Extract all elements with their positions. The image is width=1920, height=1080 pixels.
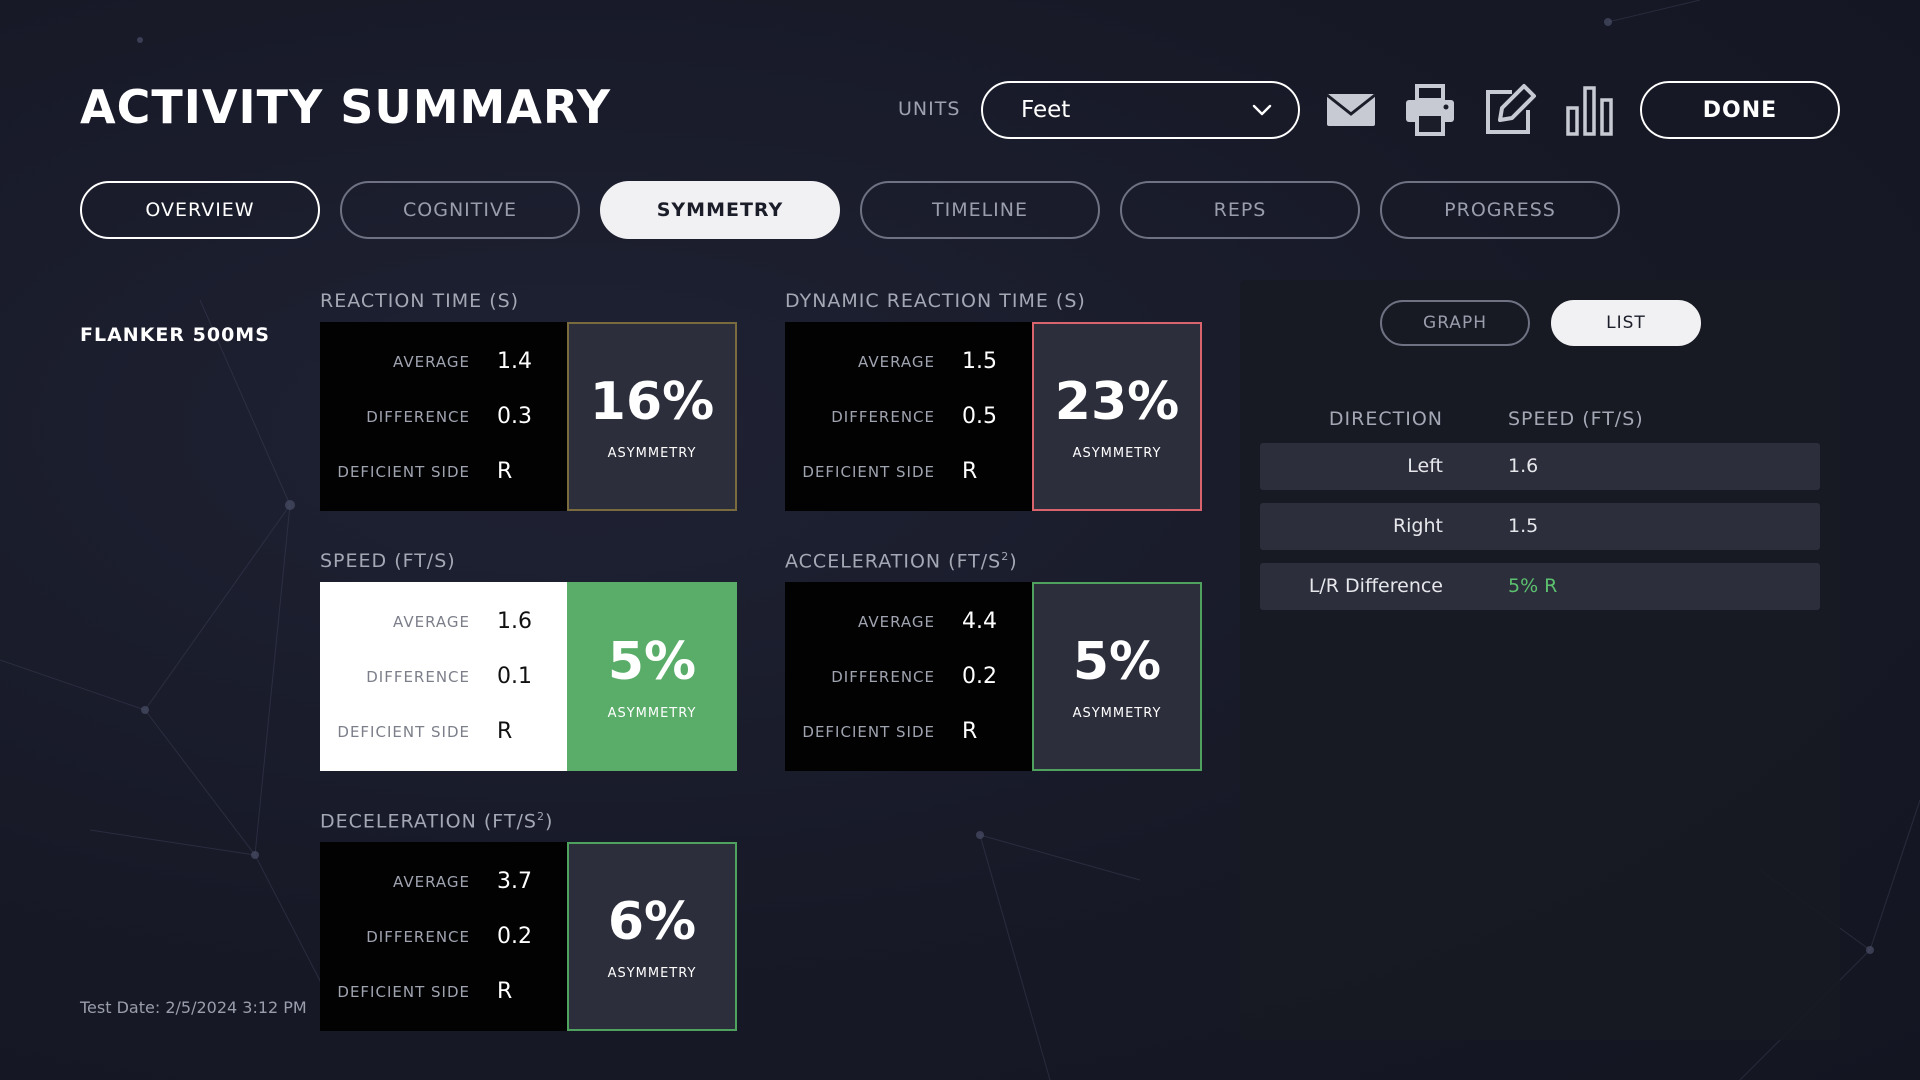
page-title: ACTIVITY SUMMARY bbox=[80, 80, 612, 134]
edit-icon bbox=[1486, 84, 1536, 134]
average-value: 1.6 bbox=[497, 609, 532, 634]
graph-toggle-button[interactable]: GRAPH bbox=[1380, 300, 1530, 346]
tab-reps[interactable]: REPS bbox=[1120, 181, 1360, 239]
printer-icon bbox=[1406, 84, 1454, 136]
average-label: AVERAGE bbox=[393, 352, 470, 371]
tab-overview[interactable]: OVERVIEW bbox=[80, 181, 320, 239]
difference-value: 0.5 bbox=[962, 404, 997, 429]
bar-chart-icon bbox=[1566, 86, 1613, 136]
average-value: 1.4 bbox=[497, 349, 532, 374]
edit-button[interactable] bbox=[1482, 82, 1538, 138]
metric-card-reaction-time: REACTION TIME (S) AVERAGE 1.4 DIFFERENCE 0… bbox=[320, 290, 737, 511]
deficient-side-label: DEFICIENT SIDE bbox=[802, 462, 935, 481]
difference-label: DIFFERENCE bbox=[831, 407, 935, 426]
asymmetry-value: 5% bbox=[1072, 632, 1162, 692]
deficient-side-label: DEFICIENT SIDE bbox=[337, 982, 470, 1001]
difference-value: 0.1 bbox=[497, 664, 532, 689]
test-name: FLANKER 500MS bbox=[80, 324, 270, 346]
average-value: 4.4 bbox=[962, 609, 997, 634]
row-direction: Right bbox=[1392, 515, 1443, 537]
envelope-icon bbox=[1326, 93, 1376, 126]
metric-title: REACTION TIME (S) bbox=[320, 290, 520, 312]
average-label: AVERAGE bbox=[858, 612, 935, 631]
list-row: Right 1.5 bbox=[1260, 503, 1820, 550]
asymmetry-label: ASYMMETRY bbox=[607, 966, 697, 981]
difference-label: DIFFERENCE bbox=[366, 667, 470, 686]
detail-panel: GRAPH LIST DIRECTION SPEED (FT/S) Left 1… bbox=[1240, 280, 1840, 1040]
metric-card-dynamic-reaction-time: DYNAMIC REACTION TIME (S) AVERAGE 1.5 DIF… bbox=[785, 290, 1202, 511]
deficient-side-value: R bbox=[497, 719, 513, 744]
metric-title: ACCELERATION (FT/S2) bbox=[785, 550, 1018, 573]
asymmetry-label: ASYMMETRY bbox=[1072, 446, 1162, 461]
asymmetry-box: 23% ASYMMETRY bbox=[1032, 322, 1202, 511]
asymmetry-label: ASYMMETRY bbox=[607, 446, 697, 461]
list-toggle-button[interactable]: LIST bbox=[1551, 300, 1701, 346]
metric-card-acceleration: ACCELERATION (FT/S2) AVERAGE 4.4 DIFFEREN… bbox=[785, 550, 1202, 771]
row-speed: 5% R bbox=[1508, 575, 1558, 597]
asymmetry-box: 5% ASYMMETRY bbox=[567, 582, 737, 771]
chevron-down-icon bbox=[1252, 104, 1272, 116]
units-selected-value: Feet bbox=[1021, 97, 1071, 123]
asymmetry-value: 6% bbox=[607, 892, 697, 952]
tab-symmetry[interactable]: SYMMETRY bbox=[600, 181, 840, 239]
metric-title: SPEED (FT/S) bbox=[320, 550, 456, 572]
units-dropdown[interactable]: Feet bbox=[981, 81, 1300, 139]
list-row: Left 1.6 bbox=[1260, 443, 1820, 490]
deficient-side-value: R bbox=[497, 979, 513, 1004]
metric-title: DYNAMIC REACTION TIME (S) bbox=[785, 290, 1086, 312]
difference-label: DIFFERENCE bbox=[831, 667, 935, 686]
email-button[interactable] bbox=[1323, 82, 1379, 138]
asymmetry-label: ASYMMETRY bbox=[1072, 706, 1162, 721]
stats-button[interactable] bbox=[1562, 82, 1618, 138]
difference-label: DIFFERENCE bbox=[366, 407, 470, 426]
asymmetry-value: 23% bbox=[1054, 372, 1180, 432]
deficient-side-label: DEFICIENT SIDE bbox=[337, 462, 470, 481]
asymmetry-box: 5% ASYMMETRY bbox=[1032, 582, 1202, 771]
units-label: UNITS bbox=[898, 98, 961, 120]
direction-column-header: DIRECTION bbox=[1328, 408, 1443, 430]
row-speed: 1.6 bbox=[1508, 455, 1539, 477]
tab-cognitive[interactable]: COGNITIVE bbox=[340, 181, 580, 239]
asymmetry-label: ASYMMETRY bbox=[607, 706, 697, 721]
asymmetry-box: 16% ASYMMETRY bbox=[567, 322, 737, 511]
average-label: AVERAGE bbox=[393, 612, 470, 631]
difference-value: 0.3 bbox=[497, 404, 532, 429]
deficient-side-label: DEFICIENT SIDE bbox=[337, 722, 470, 741]
difference-value: 0.2 bbox=[497, 924, 532, 949]
difference-value: 0.2 bbox=[962, 664, 997, 689]
row-direction: L/R Difference bbox=[1308, 575, 1443, 597]
speed-column-header: SPEED (FT/S) bbox=[1508, 408, 1644, 430]
metric-card-speed[interactable]: SPEED (FT/S) AVERAGE 1.6 DIFFERENCE 0.1 DE… bbox=[320, 550, 737, 771]
list-header: DIRECTION SPEED (FT/S) bbox=[1260, 408, 1820, 438]
asymmetry-box: 6% ASYMMETRY bbox=[567, 842, 737, 1031]
average-label: AVERAGE bbox=[393, 872, 470, 891]
deficient-side-value: R bbox=[962, 459, 978, 484]
tab-timeline[interactable]: TIMELINE bbox=[860, 181, 1100, 239]
average-value: 3.7 bbox=[497, 869, 532, 894]
deficient-side-label: DEFICIENT SIDE bbox=[802, 722, 935, 741]
deficient-side-value: R bbox=[497, 459, 513, 484]
list-row: L/R Difference 5% R bbox=[1260, 563, 1820, 610]
tab-progress[interactable]: PROGRESS bbox=[1380, 181, 1620, 239]
average-label: AVERAGE bbox=[858, 352, 935, 371]
deficient-side-value: R bbox=[962, 719, 978, 744]
metric-card-deceleration: DECELERATION (FT/S2) AVERAGE 3.7 DIFFEREN… bbox=[320, 810, 737, 1031]
row-direction: Left bbox=[1407, 455, 1443, 477]
asymmetry-value: 16% bbox=[589, 372, 715, 432]
row-speed: 1.5 bbox=[1508, 515, 1539, 537]
average-value: 1.5 bbox=[962, 349, 997, 374]
difference-label: DIFFERENCE bbox=[366, 927, 470, 946]
done-button[interactable]: DONE bbox=[1640, 81, 1840, 139]
test-date: Test Date: 2/5/2024 3:12 PM bbox=[80, 998, 307, 1017]
metric-title: DECELERATION (FT/S2) bbox=[320, 810, 554, 833]
print-button[interactable] bbox=[1402, 82, 1458, 138]
asymmetry-value: 5% bbox=[607, 632, 697, 692]
